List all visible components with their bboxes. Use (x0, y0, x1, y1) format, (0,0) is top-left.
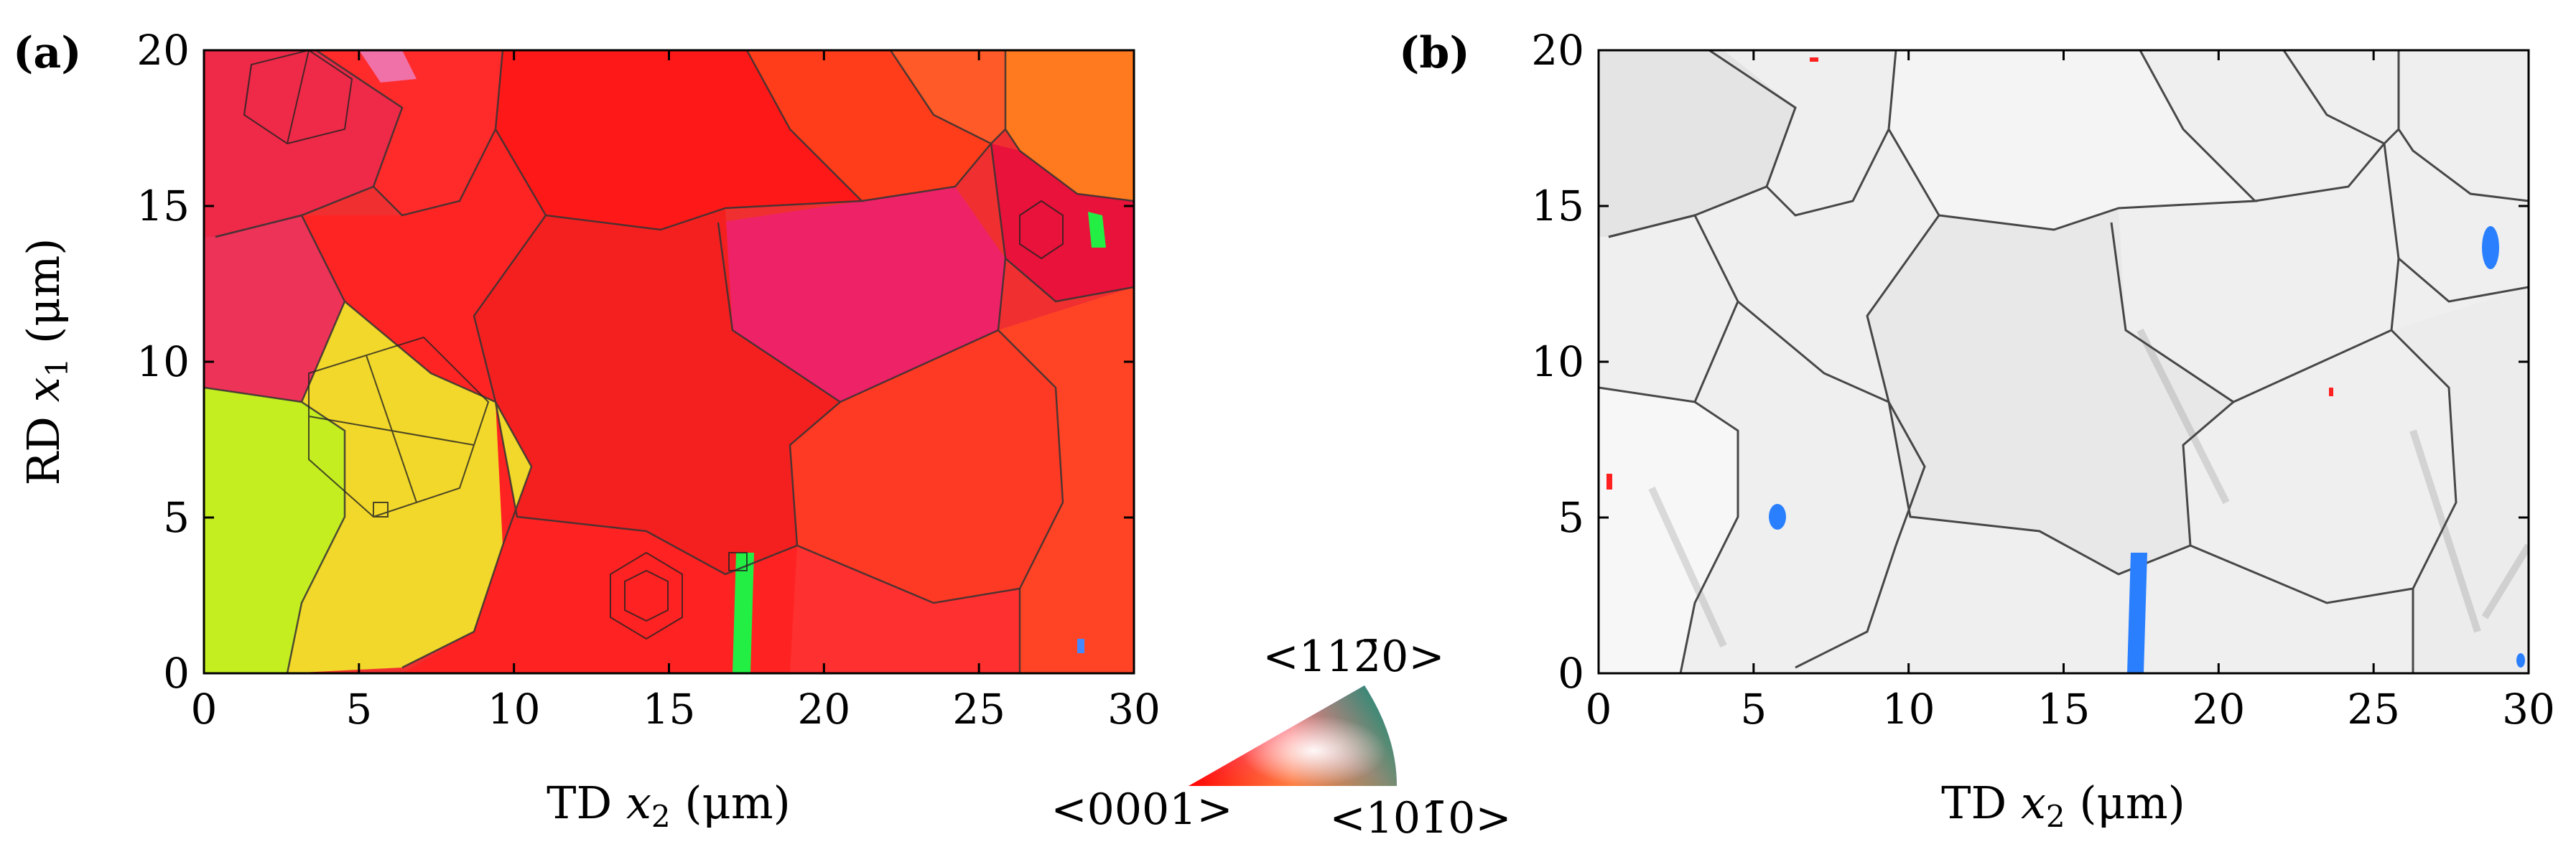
grain (496, 50, 862, 230)
x-tick-label: 5 (345, 685, 372, 734)
grain (1599, 388, 1738, 673)
x-axis-label-sub: 2 (651, 799, 671, 834)
x-tick-label: 0 (1586, 685, 1612, 734)
x-axis-label-unit: (μm) (671, 777, 791, 829)
red-mark (1606, 474, 1612, 490)
x-tick-label: 30 (2502, 685, 2555, 734)
grain (790, 330, 1063, 603)
y-tick-label: 10 (1531, 337, 1584, 386)
boundary-map (1599, 50, 2529, 673)
x-tick-label: 30 (1107, 685, 1161, 734)
y-tick-label: 10 (136, 337, 190, 386)
y-tick-label: 20 (136, 26, 190, 75)
highlight (2482, 226, 2499, 269)
ipf-legend-right: <101̄0> (1329, 793, 1511, 843)
y-tick-label: 0 (1558, 649, 1584, 698)
panel-a-label: (a) (13, 28, 82, 78)
grain (891, 50, 1005, 144)
x-tick-label: 10 (488, 685, 541, 734)
x-tick-label: 10 (1882, 685, 1935, 734)
tick-labels: 0 5 10 15 20 25 30 0 5 10 15 20 (136, 26, 1161, 734)
y-axis-label: RD x1 (μm) (17, 238, 75, 486)
grain (359, 50, 417, 83)
grain (287, 301, 531, 673)
red-mark (1810, 57, 1818, 62)
x-tick-label: 15 (2037, 685, 2091, 734)
grain (204, 215, 345, 402)
y-tick-label: 5 (163, 493, 190, 542)
ipf-map (204, 50, 1134, 673)
x-tick-label: 20 (797, 685, 850, 734)
grain (204, 50, 402, 237)
x-axis-label-prefix: TD (1941, 777, 2021, 829)
y-tick-label: 15 (136, 182, 190, 230)
x-tick-label: 25 (2347, 685, 2400, 734)
grain (1867, 208, 2233, 574)
highlight (2127, 553, 2147, 673)
y-tick-label: 15 (1531, 182, 1584, 230)
x-axis-label: TD x2 (μm) (547, 777, 791, 834)
grain (790, 546, 1020, 673)
y-axis-label-unit: (μm) (17, 238, 70, 358)
y-tick-label: 0 (163, 649, 190, 698)
ipf-legend-left: <0001> (1051, 785, 1232, 835)
grain (718, 187, 1005, 402)
x-axis-label-prefix: TD (547, 777, 626, 829)
grain (316, 50, 503, 215)
grain (747, 50, 991, 201)
x-axis-label-var: x (2021, 777, 2046, 829)
grain (1599, 50, 1795, 237)
grain (402, 402, 797, 673)
panel-b: (b) (1399, 26, 2555, 834)
x-axis-label: TD x2 (μm) (1941, 777, 2185, 834)
x-tick-label: 5 (1740, 685, 1767, 734)
highlight (1769, 504, 1786, 530)
grain (733, 553, 754, 673)
x-axis-label-var: x (626, 777, 651, 829)
red-mark (2329, 388, 2333, 396)
x-tick-label: 15 (643, 685, 696, 734)
x-tick-label: 25 (952, 685, 1005, 734)
grain (1077, 639, 1084, 653)
tick-labels: 0 5 10 15 20 25 30 0 5 10 15 20 (1531, 26, 2555, 734)
grain (1088, 212, 1106, 248)
highlight (2516, 653, 2525, 668)
y-axis-label-sub: 1 (39, 358, 75, 378)
y-axis-label-prefix: RD (17, 402, 70, 485)
y-axis-label-var: x (17, 377, 70, 402)
ipf-legend-center (1189, 685, 1397, 786)
grain (2391, 287, 2529, 673)
axis-ticks (1597, 49, 2530, 675)
grain (998, 287, 1134, 673)
x-axis-label-sub: 2 (2046, 799, 2065, 834)
y-tick-label: 5 (1558, 493, 1584, 542)
y-tick-label: 20 (1531, 26, 1584, 75)
x-tick-label: 20 (2192, 685, 2245, 734)
x-axis-label-unit: (μm) (2065, 777, 2185, 829)
x-tick-label: 0 (191, 685, 218, 734)
panel-a: (a) (13, 26, 1161, 834)
axis-ticks (203, 49, 1135, 675)
ipf-legend: <112̄0> <0001> <101̄0> (1051, 632, 1511, 843)
grain (474, 208, 840, 574)
grain (302, 129, 546, 402)
panel-b-label: (b) (1399, 28, 1470, 78)
ipf-legend-top: <112̄0> (1263, 632, 1444, 682)
